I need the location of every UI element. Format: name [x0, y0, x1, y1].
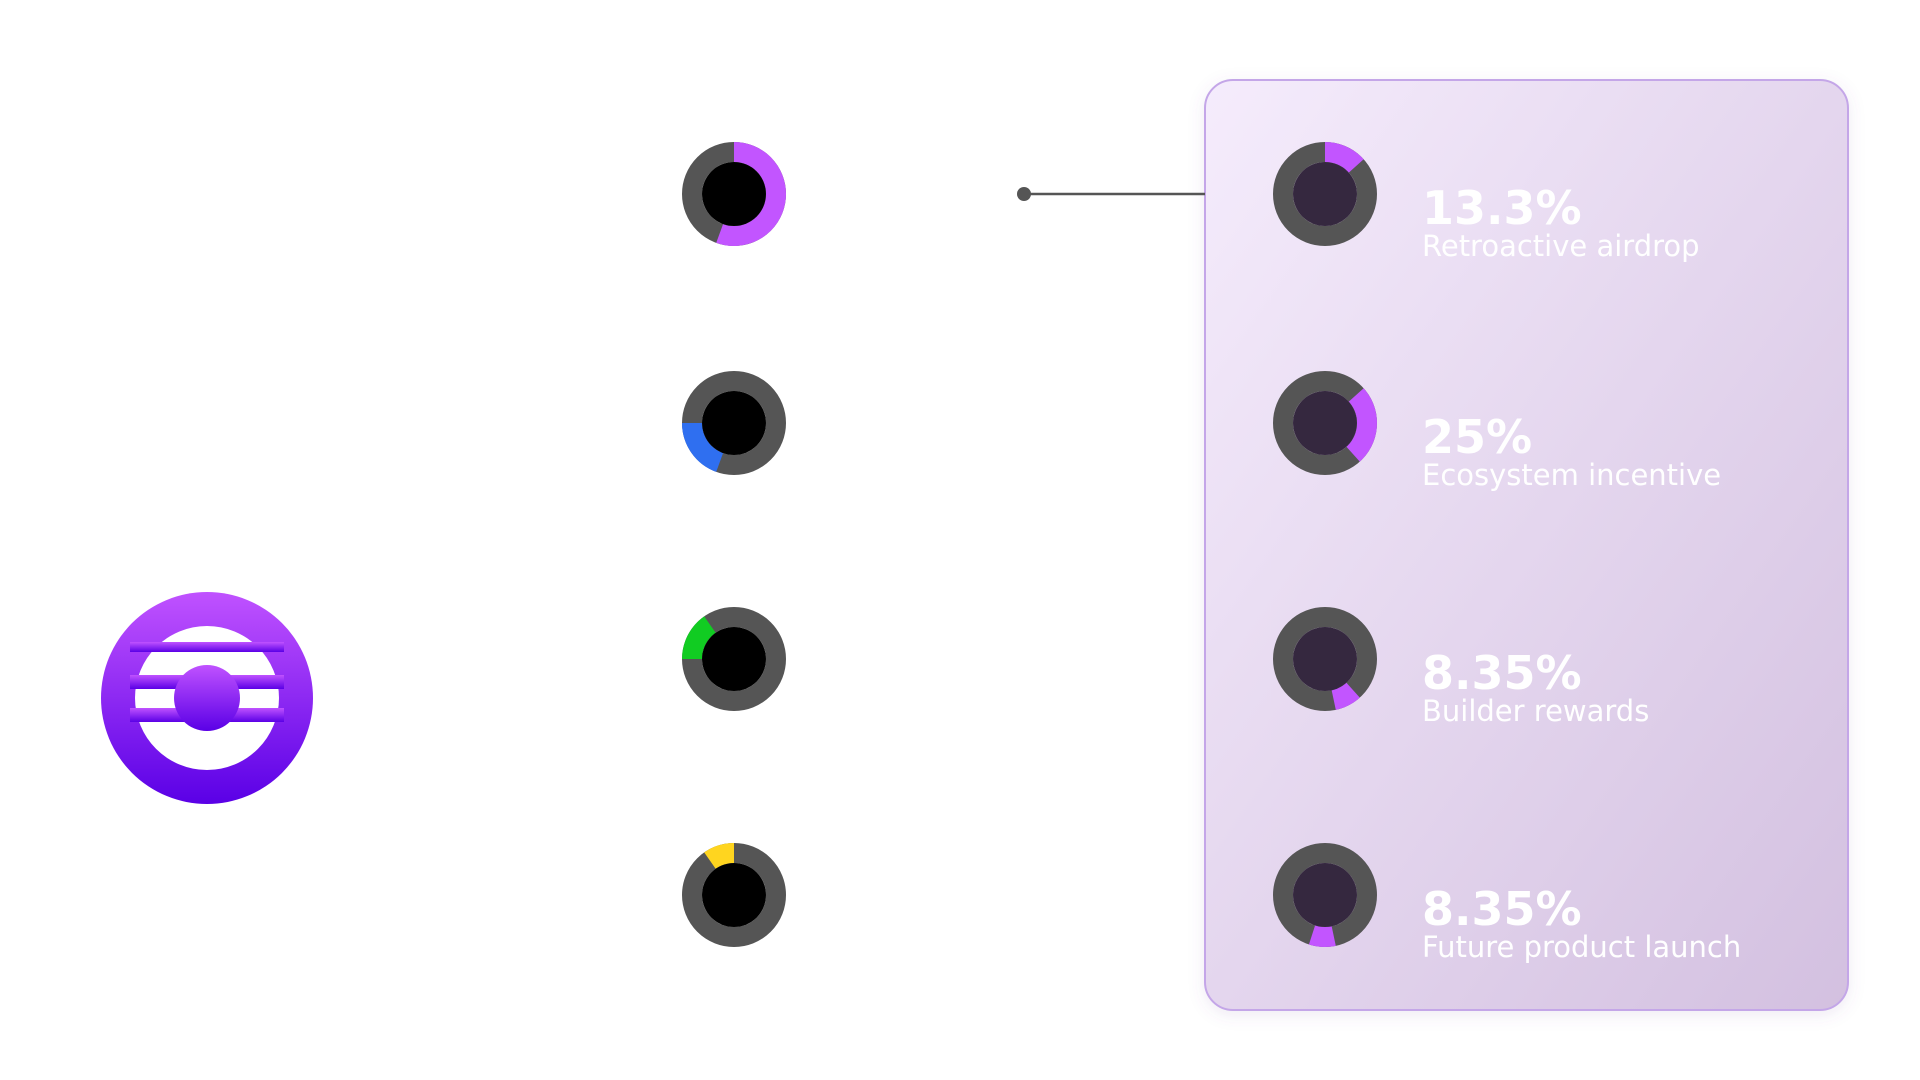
slice-arc [682, 422, 724, 472]
left-dial-3 [682, 607, 786, 711]
allocation-dial [1273, 142, 1377, 246]
dial-center [1293, 863, 1357, 927]
allocation-item: 25%Ecosystem incentive [1273, 371, 1721, 492]
connector-line [1017, 187, 1205, 201]
allocation-percent: 13.3% [1422, 181, 1582, 235]
logo-icon [101, 592, 313, 804]
ring-track [1273, 607, 1377, 711]
dial-center [702, 863, 766, 927]
dial-center [1293, 162, 1357, 226]
dial-center [702, 391, 766, 455]
allocation-label: Retroactive airdrop [1422, 229, 1700, 263]
dial-center [702, 627, 766, 691]
slice-arc [682, 616, 717, 660]
slice-arc [716, 142, 786, 246]
allocation-label: Ecosystem incentive [1422, 458, 1721, 492]
allocation-dial [1273, 843, 1377, 947]
dial-center [1293, 391, 1357, 455]
allocation-percent: 8.35% [1422, 882, 1582, 936]
allocation-dial [1273, 371, 1377, 475]
allocation-percent: 8.35% [1422, 646, 1582, 700]
dial-center [702, 162, 766, 226]
allocation-item: 8.35%Future product launch [1273, 843, 1741, 964]
slice-arc [1324, 142, 1364, 173]
slice-arc [1346, 388, 1377, 462]
dial-center [1293, 627, 1357, 691]
left-dial-1 [682, 142, 786, 246]
allocation-label: Future product launch [1422, 930, 1741, 964]
slice-arc [1308, 925, 1336, 947]
left-dial-4 [682, 843, 786, 947]
allocation-percent: 25% [1422, 410, 1532, 464]
slice-arc [704, 843, 735, 870]
allocation-label: Builder rewards [1422, 694, 1649, 728]
allocation-card [1204, 79, 1849, 1011]
allocation-item: 13.3%Retroactive airdrop [1273, 142, 1700, 263]
slice-arc [1331, 682, 1360, 710]
left-dial-2 [682, 371, 786, 475]
allocation-item: 8.35%Builder rewards [1273, 607, 1649, 728]
allocation-dial [1273, 607, 1377, 711]
